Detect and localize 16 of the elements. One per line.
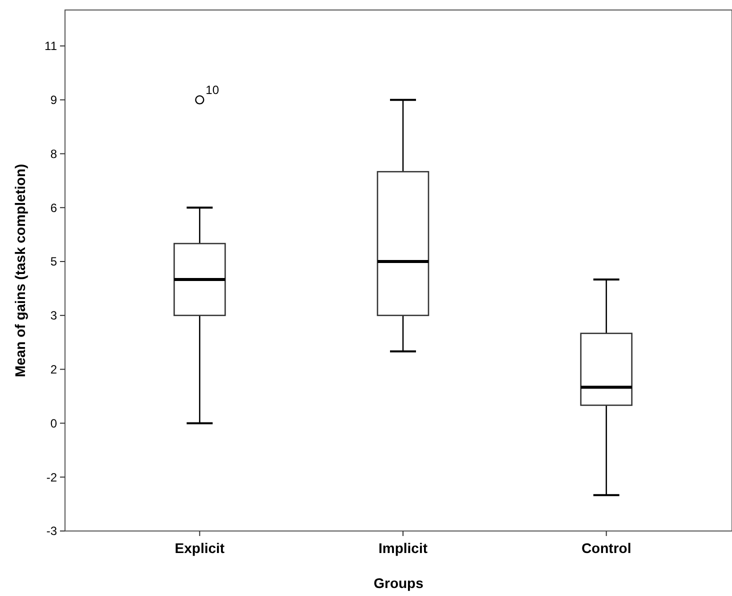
y-tick-label: 5 [50,254,58,269]
x-axis-title: Groups [374,575,424,591]
y-tick-label: 3 [50,308,58,323]
y-tick-label: 9 [50,93,58,108]
annotation: 10 [206,82,220,97]
x-tick-label: Explicit [174,540,225,556]
y-tick-label: 8 [50,146,58,161]
x-tick-label: Control [581,540,632,556]
y-tick-label: 0 [50,416,58,430]
y-axis-title: Mean of gains (task completion) [12,164,28,378]
y-tick-label: -3 [46,524,58,538]
y-tick-label: 11 [44,39,58,54]
x-tick-label: Implicit [378,540,428,556]
y-tick-label: -2 [46,470,58,484]
y-tick-label: 6 [50,200,58,215]
y-tick-label: 2 [50,362,58,377]
